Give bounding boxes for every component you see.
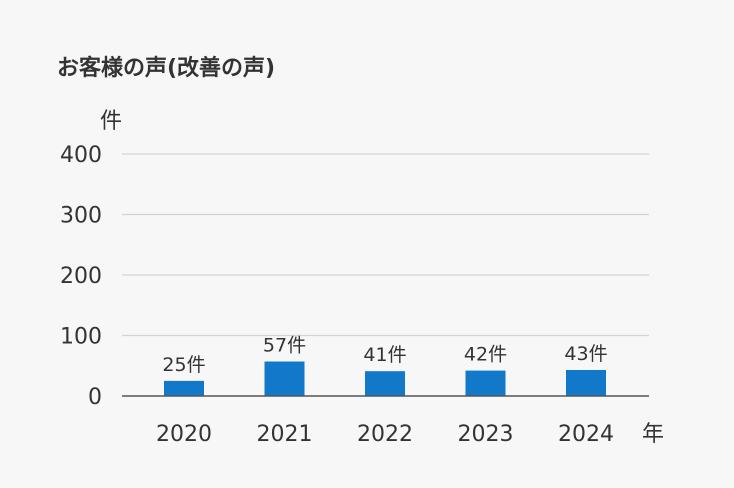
data-label-2022: 41件	[363, 344, 406, 366]
y-tick-label: 400	[60, 143, 102, 168]
data-label-2024: 43件	[564, 343, 607, 365]
y-tick-label: 100	[60, 325, 102, 350]
y-tick-label: 300	[60, 204, 102, 229]
y-tick-label: 200	[60, 264, 102, 289]
x-tick-label-2024: 2024	[558, 422, 614, 447]
x-axis-unit-label: 年	[642, 422, 664, 447]
bar-2021	[264, 361, 305, 396]
y-tick-label: 0	[88, 385, 102, 410]
gridlines	[122, 153, 649, 337]
x-tick-label-2023: 2023	[458, 422, 514, 447]
bar-2022	[365, 371, 405, 396]
y-axis-unit-label: 件	[100, 109, 122, 134]
bar-2020	[164, 380, 204, 396]
x-tick-label-2021: 2021	[257, 422, 313, 447]
data-label-2021: 57件	[263, 335, 306, 357]
x-axis-ticks: 2020 2021 2022 2023 2024	[156, 422, 614, 447]
data-label-2023: 42件	[464, 344, 507, 366]
bar-2023	[465, 370, 506, 396]
data-label-2020: 25件	[162, 354, 205, 376]
bar-2024	[566, 369, 606, 396]
chart-title: お客様の声(改善の声)	[57, 56, 276, 81]
x-tick-label-2020: 2020	[156, 422, 212, 447]
y-axis-ticks: 0 100 200 300 400	[60, 143, 102, 410]
x-tick-label-2022: 2022	[357, 422, 413, 447]
bars	[164, 361, 606, 396]
data-labels: 25件 57件 41件 42件 43件	[162, 335, 607, 376]
